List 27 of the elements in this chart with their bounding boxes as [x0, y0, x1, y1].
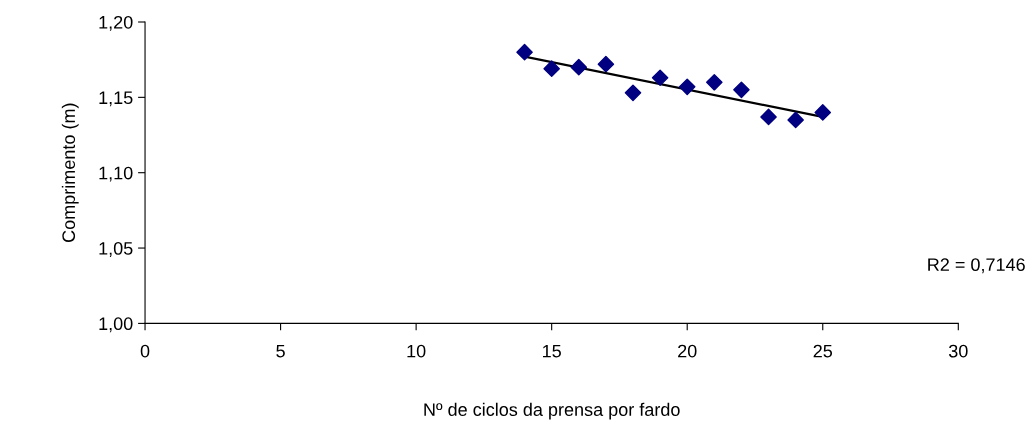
point: [543, 60, 560, 78]
x-tick-label: 10: [407, 344, 426, 358]
y-tick-label: 1,20: [99, 15, 133, 31]
point: [678, 78, 696, 96]
y-tick-label: 1,00: [99, 317, 133, 333]
x-tick-label: 25: [813, 344, 833, 358]
x-tick-label: 0: [140, 344, 150, 358]
point: [787, 111, 804, 129]
point: [706, 73, 723, 91]
point: [760, 108, 777, 126]
point: [516, 43, 533, 61]
y-tick-label: 1,10: [99, 166, 133, 182]
point: [624, 84, 642, 102]
point: [597, 55, 615, 73]
x-tick-label: 30: [948, 344, 968, 358]
x-tick-label: 20: [678, 344, 697, 358]
point: [733, 81, 750, 99]
y-tick-label: 1,05: [99, 241, 133, 257]
x-tick-label: 5: [276, 344, 285, 358]
x-tick-label: 15: [543, 344, 561, 358]
point: [570, 58, 588, 76]
y-tick-label: 1,15: [99, 91, 133, 107]
point: [651, 69, 669, 87]
point: [814, 104, 832, 121]
x-axis-title: Nº de ciclos da prensa por fardo: [424, 402, 680, 420]
annotation: R2 = 0,7146: [928, 258, 1025, 274]
y-axis-title: Comprimento (m): [61, 103, 79, 242]
